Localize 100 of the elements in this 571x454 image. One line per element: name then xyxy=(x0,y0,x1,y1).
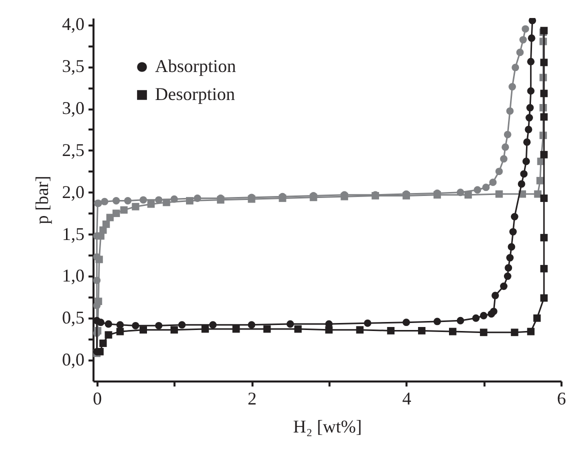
y-tick-label: 2,5 xyxy=(62,140,84,160)
point xyxy=(104,331,112,339)
point xyxy=(516,48,524,56)
y-tick-label: 3,0 xyxy=(62,98,84,118)
x-tick-label: 6 xyxy=(557,388,566,408)
point xyxy=(500,155,508,163)
point xyxy=(99,340,107,347)
point xyxy=(495,190,503,198)
point xyxy=(490,308,498,316)
point xyxy=(522,25,530,33)
point xyxy=(387,326,395,334)
point xyxy=(464,191,472,199)
point xyxy=(155,322,162,330)
point xyxy=(540,58,548,66)
point xyxy=(506,107,514,115)
point xyxy=(116,321,124,329)
point xyxy=(540,234,548,242)
point xyxy=(526,114,533,122)
point xyxy=(480,312,488,320)
point xyxy=(472,314,480,322)
point xyxy=(540,264,548,272)
point xyxy=(178,321,186,329)
point xyxy=(533,314,541,322)
point xyxy=(504,130,512,138)
point xyxy=(132,322,140,330)
point xyxy=(418,326,426,334)
point xyxy=(104,320,112,328)
point xyxy=(540,150,548,158)
point xyxy=(170,326,178,334)
point xyxy=(140,326,147,334)
point xyxy=(528,34,536,42)
point xyxy=(186,197,194,204)
point xyxy=(519,36,527,44)
y-tick-label: 4,0 xyxy=(62,14,84,34)
point xyxy=(356,326,364,334)
y-tick-label: 0,5 xyxy=(62,308,84,328)
point xyxy=(248,321,256,329)
point xyxy=(95,256,103,264)
point xyxy=(209,321,217,329)
point xyxy=(263,325,271,333)
point xyxy=(162,198,170,206)
legend-label: Absorption xyxy=(155,56,236,76)
y-tick-label: 2,0 xyxy=(62,182,84,202)
point xyxy=(480,328,488,336)
point xyxy=(201,325,209,333)
point xyxy=(482,184,490,192)
point xyxy=(540,113,548,121)
point xyxy=(286,320,294,328)
point xyxy=(112,210,120,218)
point xyxy=(140,196,147,204)
point xyxy=(474,186,482,194)
point xyxy=(527,58,535,66)
y-tick-label: 0,0 xyxy=(62,350,84,370)
point xyxy=(540,194,548,202)
point xyxy=(364,319,372,327)
point xyxy=(500,282,508,290)
point xyxy=(120,206,128,214)
point xyxy=(94,298,102,306)
point xyxy=(116,328,124,336)
point xyxy=(325,326,333,334)
point xyxy=(518,180,526,188)
x-tick-label: 4 xyxy=(402,388,412,408)
x-tick-label: 0 xyxy=(92,388,102,408)
legend-label: Desorption xyxy=(155,84,235,104)
point xyxy=(504,264,512,272)
point xyxy=(508,83,516,90)
point xyxy=(489,178,497,186)
point xyxy=(506,254,514,262)
point xyxy=(97,232,104,240)
point xyxy=(132,202,140,210)
y-tick-label: 1,5 xyxy=(62,224,84,244)
point xyxy=(402,318,410,326)
point xyxy=(504,272,512,280)
point xyxy=(524,126,532,134)
point xyxy=(510,328,518,336)
point xyxy=(492,292,499,300)
point xyxy=(526,104,534,112)
point xyxy=(508,243,516,251)
point xyxy=(112,197,120,204)
point xyxy=(527,328,535,336)
point xyxy=(520,170,528,178)
point xyxy=(528,18,536,24)
point xyxy=(100,198,108,206)
point xyxy=(96,348,104,356)
y-tick-label: 1,0 xyxy=(62,266,84,286)
x-tick-label: 2 xyxy=(248,388,257,408)
point xyxy=(510,212,518,220)
point xyxy=(534,190,542,198)
point xyxy=(512,64,520,72)
point xyxy=(540,90,548,98)
point xyxy=(523,138,531,146)
point xyxy=(527,87,535,95)
point xyxy=(232,325,240,333)
point xyxy=(448,328,456,336)
point xyxy=(509,228,517,236)
y-axis-title: p [bar] xyxy=(32,176,52,224)
y-tick-label: 3,5 xyxy=(62,56,84,76)
point xyxy=(97,318,104,326)
point xyxy=(522,158,530,166)
point xyxy=(434,318,441,326)
